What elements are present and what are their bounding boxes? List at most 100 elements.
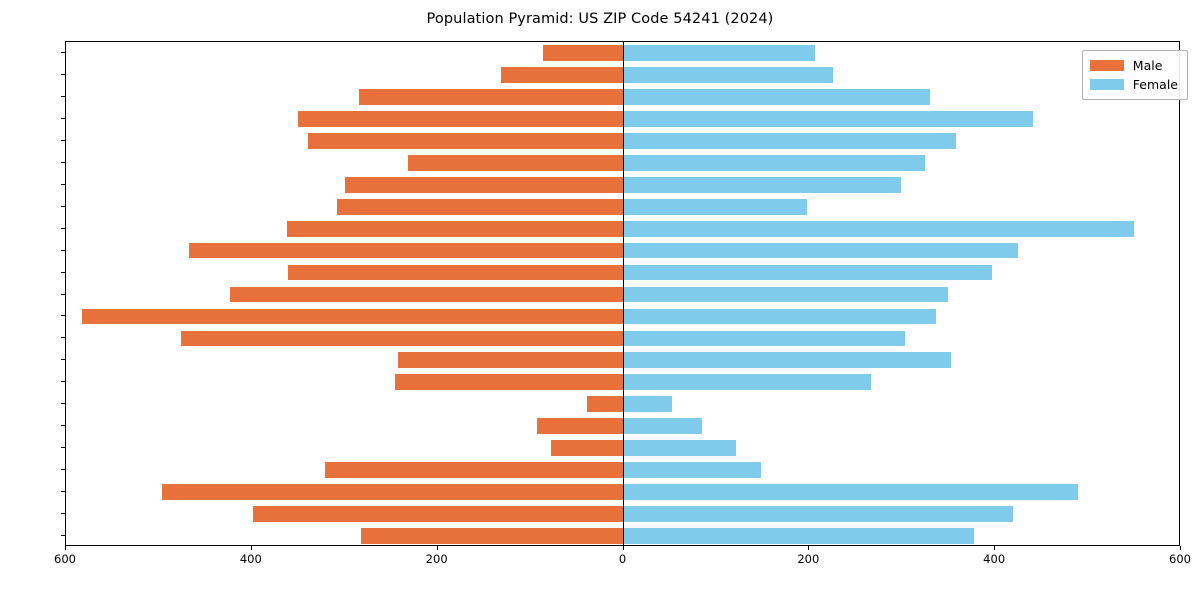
bar-female[interactable] (623, 374, 871, 391)
y-axis-tick (61, 513, 65, 515)
bar-female[interactable] (623, 88, 931, 105)
pyramid-row (66, 528, 1179, 544)
pyramid-row (66, 88, 1179, 105)
bar-female[interactable] (623, 286, 948, 303)
bar-female[interactable] (623, 198, 808, 215)
legend-item-female[interactable]: Female (1089, 75, 1178, 94)
y-axis-tick (61, 161, 65, 163)
x-axis-label-4: 200 (797, 552, 820, 566)
bar-male[interactable] (252, 506, 624, 522)
bar-female[interactable] (623, 506, 1013, 522)
bar-male[interactable] (181, 330, 624, 347)
pyramid-row (66, 374, 1179, 391)
y-axis-tick (61, 381, 65, 383)
x-axis-tick (808, 546, 810, 550)
y-axis-tick (61, 425, 65, 427)
bar-male[interactable] (325, 462, 624, 479)
y-axis-tick (61, 73, 65, 75)
bar-female[interactable] (623, 330, 906, 347)
y-axis-tick (61, 293, 65, 295)
pyramid-row (66, 506, 1179, 522)
y-axis-tick (61, 227, 65, 229)
bar-female[interactable] (623, 132, 957, 149)
y-axis-tick (61, 491, 65, 493)
pyramid-row (66, 286, 1179, 303)
pyramid-row (66, 132, 1179, 149)
pyramid-row (66, 67, 1179, 83)
bar-male[interactable] (344, 176, 624, 193)
bar-male[interactable] (358, 88, 624, 105)
pyramid-row (66, 154, 1179, 171)
bar-female[interactable] (623, 462, 762, 479)
bar-male[interactable] (542, 45, 624, 61)
legend-swatch-icon (1089, 79, 1124, 90)
bar-female[interactable] (623, 220, 1134, 237)
bar-female[interactable] (623, 264, 993, 281)
bar-female[interactable] (623, 110, 1034, 127)
bar-female[interactable] (623, 440, 736, 457)
bar-male[interactable] (288, 264, 624, 281)
bar-male[interactable] (230, 286, 624, 303)
bar-female[interactable] (623, 308, 936, 325)
bar-male[interactable] (551, 440, 624, 457)
bar-male[interactable] (537, 418, 624, 435)
bar-female[interactable] (623, 484, 1078, 500)
bar-male[interactable] (407, 154, 624, 171)
pyramid-row (66, 110, 1179, 127)
y-axis-tick (61, 205, 65, 207)
bar-male[interactable] (394, 374, 624, 391)
y-axis-tick (61, 535, 65, 537)
pyramid-row (66, 198, 1179, 215)
bar-female[interactable] (623, 352, 952, 369)
pyramid-row (66, 45, 1179, 61)
y-axis-tick (61, 249, 65, 251)
chart-legend: Male Female (1081, 50, 1188, 100)
bar-male[interactable] (337, 198, 624, 215)
pyramid-row (66, 330, 1179, 347)
bar-male[interactable] (587, 396, 624, 413)
bar-female[interactable] (623, 67, 834, 83)
legend-item-male[interactable]: Male (1089, 56, 1178, 75)
bar-male[interactable] (188, 242, 624, 259)
pyramid-row (66, 220, 1179, 237)
pyramid-row (66, 242, 1179, 259)
bar-female[interactable] (623, 154, 926, 171)
bar-female[interactable] (623, 45, 815, 61)
bar-male[interactable] (298, 110, 624, 127)
pyramid-row (66, 352, 1179, 369)
bar-male[interactable] (307, 132, 624, 149)
bar-male[interactable] (287, 220, 624, 237)
x-axis-tick (436, 546, 438, 550)
bar-male[interactable] (397, 352, 624, 369)
x-axis-tick (1180, 546, 1181, 550)
pyramid-row (66, 396, 1179, 413)
bar-female[interactable] (623, 418, 703, 435)
bar-male[interactable] (360, 528, 624, 544)
x-axis-label-2: 200 (425, 552, 448, 566)
bar-male[interactable] (161, 484, 624, 500)
legend-label: Female (1132, 77, 1178, 92)
y-axis-tick (61, 95, 65, 97)
bar-female[interactable] (623, 396, 672, 413)
pyramid-row (66, 440, 1179, 457)
bar-male[interactable] (81, 308, 624, 325)
y-axis-tick (61, 337, 65, 339)
pyramid-row (66, 308, 1179, 325)
x-axis-tick (994, 546, 996, 550)
pyramid-row (66, 418, 1179, 435)
pyramid-row (66, 484, 1179, 500)
bar-female[interactable] (623, 176, 902, 193)
plot-area (65, 41, 1180, 546)
pyramid-row (66, 462, 1179, 479)
y-axis-tick (61, 51, 65, 53)
bar-female[interactable] (623, 528, 974, 544)
y-axis-tick (61, 183, 65, 185)
bar-female[interactable] (623, 242, 1019, 259)
pyramid-row (66, 176, 1179, 193)
y-axis-tick (61, 403, 65, 405)
y-axis-tick (61, 359, 65, 361)
x-axis-label-1: 400 (239, 552, 262, 566)
bar-male[interactable] (500, 67, 624, 83)
x-axis-tick (65, 546, 66, 550)
x-axis-label-5: 400 (983, 552, 1006, 566)
